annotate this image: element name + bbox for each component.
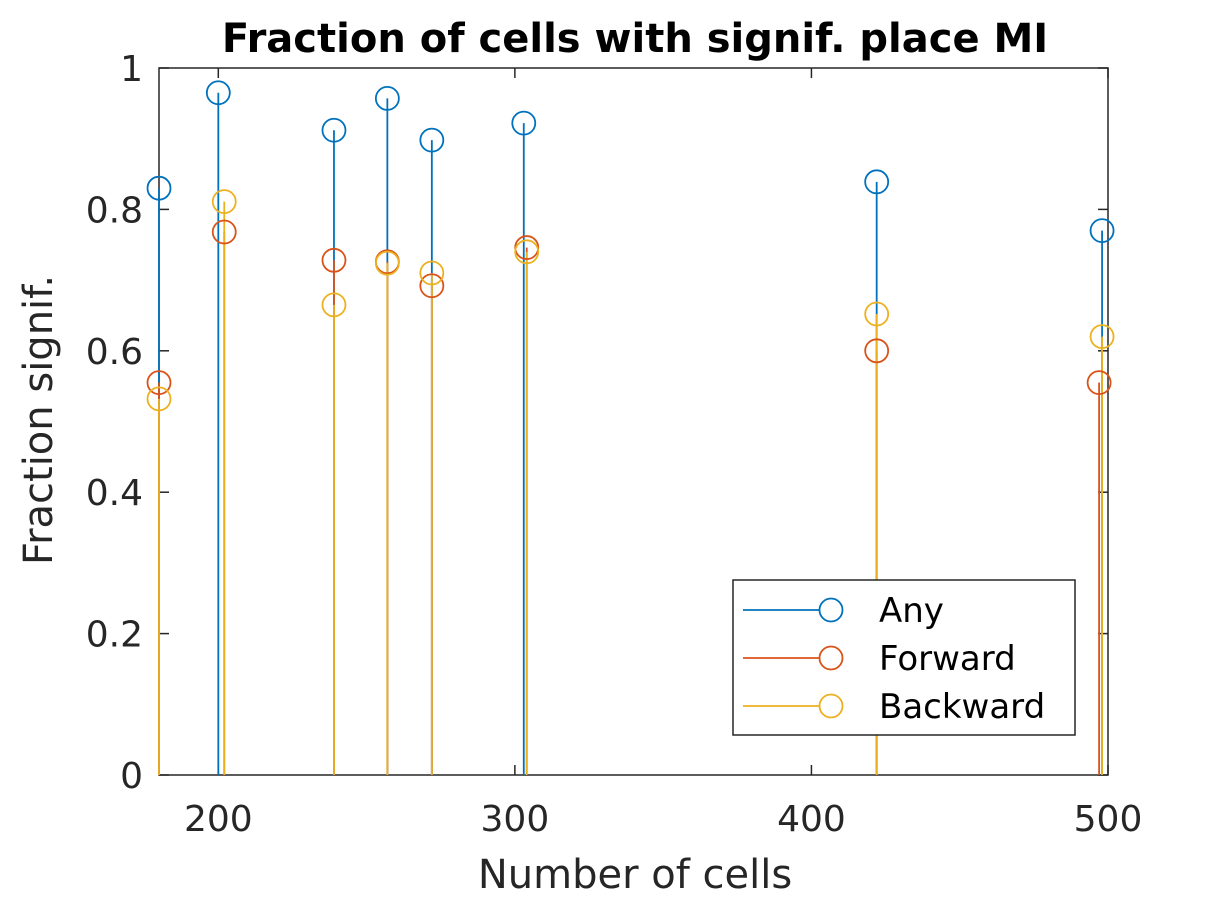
data-point — [321, 117, 347, 143]
x-tick-label: 200 — [184, 799, 253, 840]
data-point — [419, 127, 445, 153]
data-point — [374, 86, 400, 111]
data-series — [146, 80, 1115, 775]
x-axis-label: Number of cells — [478, 852, 792, 898]
data-point — [321, 292, 347, 318]
data-point — [1089, 218, 1115, 244]
data-point — [511, 110, 537, 136]
chart-title: Fraction of cells with signif. place MI — [222, 16, 1048, 62]
data-point — [514, 239, 540, 265]
x-tick-label: 300 — [481, 799, 550, 840]
data-point — [1089, 324, 1115, 350]
data-point — [419, 260, 445, 286]
data-point — [146, 370, 172, 396]
legend-label: Forward — [879, 639, 1016, 679]
legend-label: Backward — [879, 687, 1045, 727]
data-point — [864, 301, 890, 327]
data-point — [864, 338, 890, 364]
x-axis: 200 300 400 500 — [184, 68, 1142, 840]
legend-marker — [818, 597, 844, 623]
data-point — [321, 247, 347, 273]
y-tick-label: 0 — [120, 756, 143, 797]
y-tick-label: 0.2 — [86, 615, 143, 656]
y-tick-label: 0.8 — [86, 190, 143, 231]
legend: Any Forward Backward — [732, 579, 1076, 736]
legend-label: Any — [879, 591, 944, 631]
legend-marker — [818, 693, 844, 719]
y-axis: 0 0.2 0.4 0.6 0.8 1 — [86, 49, 1108, 797]
data-point — [1086, 370, 1112, 396]
data-point — [205, 80, 231, 106]
y-tick-label: 0.6 — [86, 332, 143, 373]
y-axis-label: Fraction signif. — [16, 275, 62, 565]
data-point — [146, 175, 172, 201]
data-point — [374, 250, 400, 276]
y-tick-label: 1 — [120, 49, 143, 90]
data-point — [211, 219, 237, 245]
markers-backward — [146, 189, 1115, 412]
y-tick-label: 0.4 — [86, 473, 143, 514]
legend-marker — [818, 645, 844, 671]
x-tick-label: 500 — [1074, 799, 1143, 840]
markers-any — [146, 80, 1115, 244]
data-point — [146, 386, 172, 412]
data-point — [211, 189, 237, 215]
x-tick-label: 400 — [777, 799, 846, 840]
data-point — [419, 273, 445, 299]
data-point — [864, 169, 890, 195]
